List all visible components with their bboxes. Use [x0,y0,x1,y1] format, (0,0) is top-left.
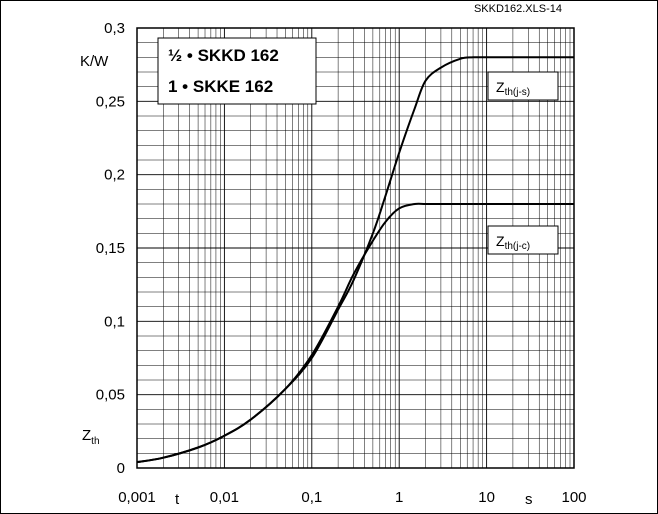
tick-labels: 0 0,05 0,1 0,15 0,2 0,25 0,3 0,001 0,01 0,1 1 10 100 [96,20,587,506]
series-label-zth-js: Zth(j-s) [487,71,559,101]
series-label-zth-js-main: Z [496,79,505,95]
series-label-zth-jc-sub: th(j-c) [505,241,531,252]
y-tick-label: 0,1 [104,313,125,330]
y-tick-label: 0 [117,460,125,477]
x-axis-label: t [175,491,180,508]
x-tick-label: 0,001 [118,489,156,506]
y-axis-label-sub: th [91,436,99,447]
y-tick-label: 0,3 [104,20,125,37]
legend-box: ½ • SKKD 162 1 • SKKE 162 [157,37,317,105]
legend-line-2: 1 • SKKE 162 [168,77,273,96]
series-line-zth-js [136,56,574,464]
series-label-zth-jc: Zth(j-c) [487,225,559,255]
x-axis-unit: s [525,491,533,508]
svg-text:Zth: Zth [82,427,100,447]
y-axis-unit: K/W [80,53,109,70]
y-tick-label: 0,15 [96,240,125,257]
x-tick-label: 100 [561,489,586,506]
y-axis-label: Z [82,427,91,444]
curves [136,56,574,464]
x-tick-label: 10 [478,489,495,506]
svg-text:Zth(j-c): Zth(j-c) [496,233,530,252]
x-tick-label: 0,1 [301,489,322,506]
x-tick-label: 0,01 [210,489,239,506]
y-tick-label: 0,05 [96,387,125,404]
y-tick-label: 0,25 [96,93,125,110]
chart-file-label: SKKD162.XLS-14 [473,3,562,15]
svg-text:Zth(j-s): Zth(j-s) [496,79,530,98]
y-tick-label: 0,2 [104,167,125,184]
series-label-zth-jc-main: Z [496,233,505,249]
legend-line-1: ½ • SKKD 162 [168,46,279,65]
plot-area-border [136,27,575,469]
series-label-zth-js-sub: th(j-s) [505,87,531,98]
series-line-zth-jc [136,202,574,464]
x-tick-label: 1 [395,489,403,506]
